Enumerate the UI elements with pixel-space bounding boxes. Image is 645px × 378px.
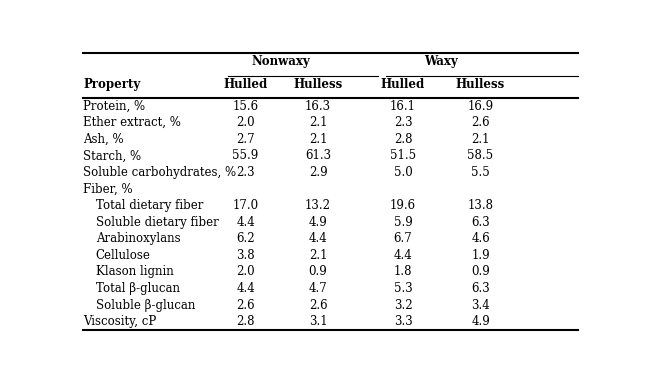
Text: 16.1: 16.1 [390, 99, 416, 113]
Text: 61.3: 61.3 [305, 149, 331, 162]
Text: 2.1: 2.1 [471, 133, 490, 146]
Text: 6.3: 6.3 [471, 282, 490, 295]
Text: 58.5: 58.5 [468, 149, 493, 162]
Text: 17.0: 17.0 [232, 199, 259, 212]
Text: 6.7: 6.7 [393, 232, 412, 245]
Text: 4.9: 4.9 [309, 216, 328, 229]
Text: 4.7: 4.7 [309, 282, 328, 295]
Text: 3.3: 3.3 [393, 315, 412, 328]
Text: Soluble dietary fiber: Soluble dietary fiber [95, 216, 219, 229]
Text: 3.4: 3.4 [471, 299, 490, 311]
Text: 55.9: 55.9 [232, 149, 259, 162]
Text: 4.4: 4.4 [236, 282, 255, 295]
Text: 2.6: 2.6 [471, 116, 490, 129]
Text: 16.3: 16.3 [305, 99, 331, 113]
Text: 2.1: 2.1 [309, 116, 327, 129]
Text: Soluble carbohydrates, %: Soluble carbohydrates, % [83, 166, 236, 179]
Text: 3.8: 3.8 [236, 249, 255, 262]
Text: Waxy: Waxy [424, 55, 457, 68]
Text: 2.3: 2.3 [236, 166, 255, 179]
Text: 51.5: 51.5 [390, 149, 416, 162]
Text: 6.3: 6.3 [471, 216, 490, 229]
Text: Starch, %: Starch, % [83, 149, 141, 162]
Text: 5.0: 5.0 [393, 166, 412, 179]
Text: 0.9: 0.9 [309, 265, 328, 279]
Text: 19.6: 19.6 [390, 199, 416, 212]
Text: Klason lignin: Klason lignin [95, 265, 174, 279]
Text: 2.8: 2.8 [236, 315, 255, 328]
Text: 16.9: 16.9 [468, 99, 493, 113]
Text: Soluble β-glucan: Soluble β-glucan [95, 299, 195, 311]
Text: 2.7: 2.7 [236, 133, 255, 146]
Text: Property: Property [83, 78, 141, 91]
Text: 4.4: 4.4 [393, 249, 412, 262]
Text: 4.4: 4.4 [309, 232, 328, 245]
Text: 5.5: 5.5 [471, 166, 490, 179]
Text: 2.0: 2.0 [236, 265, 255, 279]
Text: 2.1: 2.1 [309, 133, 327, 146]
Text: 4.9: 4.9 [471, 315, 490, 328]
Text: 2.3: 2.3 [393, 116, 412, 129]
Text: Total β-glucan: Total β-glucan [95, 282, 179, 295]
Text: 4.4: 4.4 [236, 216, 255, 229]
Text: Hulless: Hulless [456, 78, 505, 91]
Text: Hulled: Hulled [381, 78, 425, 91]
Text: 13.2: 13.2 [305, 199, 331, 212]
Text: Ash, %: Ash, % [83, 133, 124, 146]
Text: 13.8: 13.8 [468, 199, 493, 212]
Text: 2.8: 2.8 [394, 133, 412, 146]
Text: Fiber, %: Fiber, % [83, 183, 133, 195]
Text: 4.6: 4.6 [471, 232, 490, 245]
Text: 3.1: 3.1 [309, 315, 328, 328]
Text: 6.2: 6.2 [236, 232, 255, 245]
Text: 2.6: 2.6 [309, 299, 328, 311]
Text: 1.8: 1.8 [394, 265, 412, 279]
Text: 15.6: 15.6 [232, 99, 259, 113]
Text: 2.6: 2.6 [236, 299, 255, 311]
Text: Hulled: Hulled [223, 78, 268, 91]
Text: Hulless: Hulless [293, 78, 342, 91]
Text: 3.2: 3.2 [393, 299, 412, 311]
Text: 2.9: 2.9 [309, 166, 328, 179]
Text: 5.9: 5.9 [393, 216, 412, 229]
Text: Cellulose: Cellulose [95, 249, 150, 262]
Text: Protein, %: Protein, % [83, 99, 145, 113]
Text: 2.0: 2.0 [236, 116, 255, 129]
Text: Viscosity, cP: Viscosity, cP [83, 315, 156, 328]
Text: Arabinoxylans: Arabinoxylans [95, 232, 180, 245]
Text: 1.9: 1.9 [471, 249, 490, 262]
Text: Ether extract, %: Ether extract, % [83, 116, 181, 129]
Text: Total dietary fiber: Total dietary fiber [95, 199, 203, 212]
Text: 0.9: 0.9 [471, 265, 490, 279]
Text: 5.3: 5.3 [393, 282, 412, 295]
Text: 2.1: 2.1 [309, 249, 327, 262]
Text: Nonwaxy: Nonwaxy [251, 55, 310, 68]
